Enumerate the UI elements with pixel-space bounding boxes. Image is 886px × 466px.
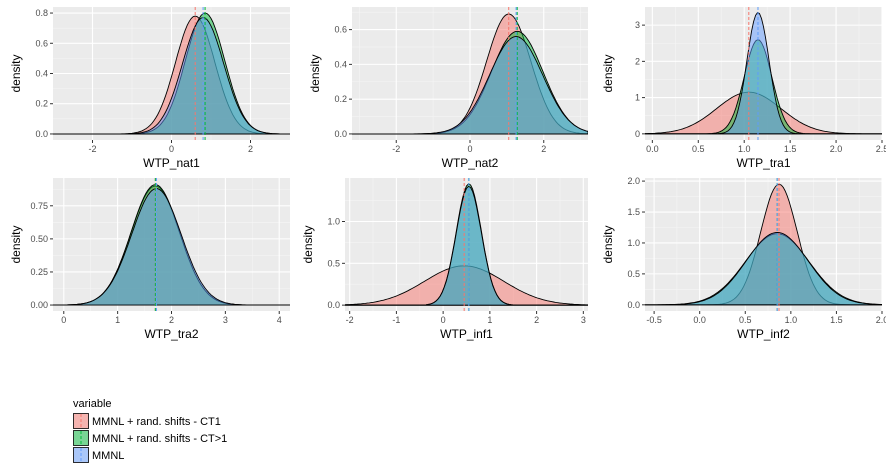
x-axis-title: WTP_tra1 [736, 156, 790, 170]
y-tick-label: 0.4 [35, 69, 48, 79]
x-tick-label: 0.5 [739, 315, 752, 325]
chart-panel-wtp_nat2: -2 0 2 0.0 0.2 0.4 0.6 WTP_nat2 density [308, 7, 588, 170]
chart-panel-wtp_tra1: 0.0 0.5 1.0 1.5 2.0 2.5 0 1 2 3 WTP_tra1 density [601, 7, 886, 170]
legend-title: variable [73, 398, 112, 410]
y-axis-title: density [601, 225, 615, 263]
x-tick-label: 2 [169, 315, 174, 325]
y-tick-label: 2 [635, 56, 640, 66]
y-tick-label: 0.6 [35, 38, 48, 48]
chart-panel-wtp_tra2: 0 1 2 3 4 0.00 0.25 0.50 0.75 WTP_tra2 density [9, 178, 290, 341]
x-tick-label: 2.0 [876, 315, 886, 325]
x-tick-label: -1 [392, 315, 400, 325]
y-tick-label: 0.2 [35, 99, 48, 109]
plot-area [645, 7, 882, 140]
x-tick-label: 0 [61, 315, 66, 325]
x-tick-label: -0.5 [646, 315, 662, 325]
x-tick-label: 0.5 [692, 144, 705, 154]
x-tick-label: 3 [581, 315, 586, 325]
y-tick-label: 0.75 [30, 201, 48, 211]
y-tick-label: 0.2 [334, 94, 347, 104]
chart-panel-wtp_inf2: -0.5 0.0 0.5 1.0 1.5 2.0 0.0 0.5 1.0 1.5 2.0 WTP_in… [601, 176, 886, 341]
density-area-series-3 [345, 185, 588, 306]
y-axis-title: density [601, 54, 615, 92]
y-tick-label: 0.0 [334, 129, 347, 139]
x-tick-label: 1 [115, 315, 120, 325]
plot-area [53, 7, 290, 140]
x-axis-title: WTP_tra2 [144, 327, 198, 341]
y-tick-label: 0.5 [627, 269, 640, 279]
y-axis-title: density [9, 54, 23, 92]
x-tick-label: 0 [441, 315, 446, 325]
x-axis-title: WTP_nat1 [143, 156, 200, 170]
density-area-series-3 [352, 36, 588, 135]
x-tick-label: -2 [346, 315, 354, 325]
x-tick-label: 2 [541, 144, 546, 154]
y-tick-label: 0.0 [35, 129, 48, 139]
x-axis-title: WTP_inf2 [737, 327, 790, 341]
y-tick-label: 1.0 [627, 238, 640, 248]
x-tick-label: 0 [169, 144, 174, 154]
y-tick-label: 0.4 [334, 59, 347, 69]
x-tick-label: 4 [277, 315, 282, 325]
x-tick-label: -2 [392, 144, 400, 154]
x-axis-title: WTP_nat2 [442, 156, 499, 170]
x-tick-label: 1.0 [738, 144, 751, 154]
y-axis-title: density [301, 225, 315, 263]
x-tick-label: 2.0 [830, 144, 843, 154]
plot-area [53, 178, 290, 311]
x-tick-label: 0 [467, 144, 472, 154]
x-tick-label: 1.5 [830, 315, 843, 325]
y-tick-label: 0 [635, 129, 640, 139]
density-area-series-3 [53, 188, 290, 306]
x-tick-label: 0.0 [646, 144, 659, 154]
y-tick-label: 0.50 [30, 234, 48, 244]
density-area-series-3 [645, 231, 882, 306]
y-tick-label: 0.5 [327, 258, 340, 268]
legend: variable MMNL + rand. shifts - CT1 MMNL + … [73, 398, 227, 463]
x-tick-label: 2 [248, 144, 253, 154]
x-tick-label: 1 [487, 315, 492, 325]
x-tick-label: -2 [88, 144, 96, 154]
legend-label: MMNL [92, 450, 124, 462]
y-tick-label: 0.0 [327, 300, 340, 310]
y-axis-title: density [9, 225, 23, 263]
legend-label: MMNL + rand. shifts - CT>1 [92, 433, 227, 445]
x-tick-label: 1.0 [785, 315, 798, 325]
y-tick-label: 0.25 [30, 267, 48, 277]
y-tick-label: 2.0 [627, 176, 640, 186]
x-tick-label: 2.5 [876, 144, 886, 154]
y-tick-label: 0.00 [30, 300, 48, 310]
x-tick-label: 1.5 [784, 144, 797, 154]
y-tick-label: 1.0 [327, 216, 340, 226]
plot-area [345, 178, 588, 311]
plot-area [352, 7, 588, 140]
legend-label: MMNL + rand. shifts - CT1 [92, 416, 221, 428]
chart-panel-wtp_inf1: -2 -1 0 1 2 3 0.0 0.5 1.0 WTP_inf1 density [301, 178, 588, 341]
x-tick-label: 2 [534, 315, 539, 325]
density-area-series-3 [645, 11, 882, 135]
x-tick-label: 3 [223, 315, 228, 325]
x-axis-title: WTP_inf1 [440, 327, 493, 341]
y-tick-label: 0.0 [627, 300, 640, 310]
plot-area [645, 178, 882, 311]
x-tick-label: 0.0 [693, 315, 706, 325]
density-area-series-3 [53, 17, 290, 135]
y-tick-label: 1 [635, 93, 640, 103]
y-tick-label: 1.5 [627, 207, 640, 217]
y-tick-label: 3 [635, 20, 640, 30]
chart-panel-wtp_nat1: -2 0 2 0.0 0.2 0.4 0.6 0.8 WTP_nat1 density [9, 7, 290, 170]
y-axis-title: density [308, 54, 322, 92]
y-tick-label: 0.6 [334, 25, 347, 35]
y-tick-label: 0.8 [35, 8, 48, 18]
